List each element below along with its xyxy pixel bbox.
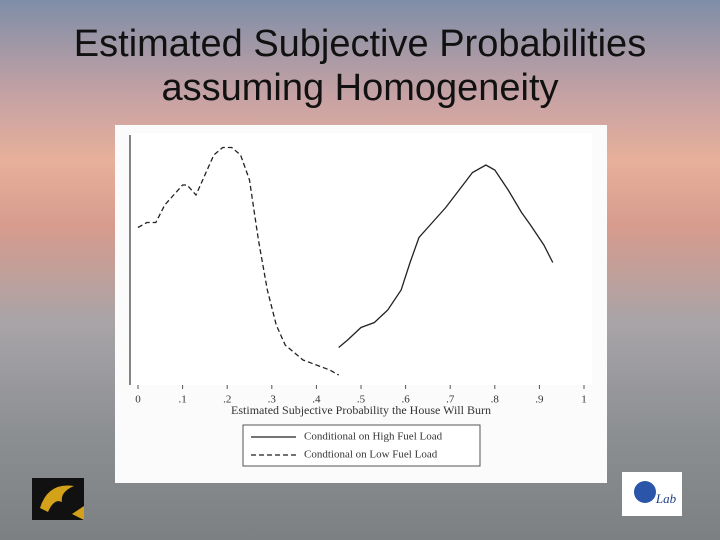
lab-logo: Lab (622, 472, 682, 516)
x-tick-label: .9 (535, 394, 544, 406)
legend (242, 424, 481, 467)
x-tick-label: .2 (223, 394, 231, 406)
x-tick-label: 1 (581, 394, 587, 406)
plot-area (130, 133, 592, 385)
ucf-logo (32, 478, 84, 520)
logo-text: Lab (655, 491, 677, 506)
x-tick-label: .1 (178, 394, 186, 406)
x-tick-label: 0 (135, 394, 141, 406)
line-series (338, 164, 554, 348)
x-axis-label: Estimated Subjective Probability the Hou… (231, 403, 491, 417)
x-tick-label: .4 (312, 394, 321, 406)
x-tick-label: .3 (268, 394, 277, 406)
legend-label: Condtional on Low Fuel Load (304, 449, 438, 461)
x-tick-label: .8 (491, 394, 500, 406)
line-series (137, 146, 340, 376)
x-tick-label: .7 (446, 394, 455, 406)
slide-title: Estimated Subjective Probabilities assum… (73, 23, 647, 109)
x-tick-label: .5 (357, 394, 366, 406)
x-tick-label: .6 (401, 394, 410, 406)
legend-label: Conditional on High Fuel Load (304, 431, 443, 443)
